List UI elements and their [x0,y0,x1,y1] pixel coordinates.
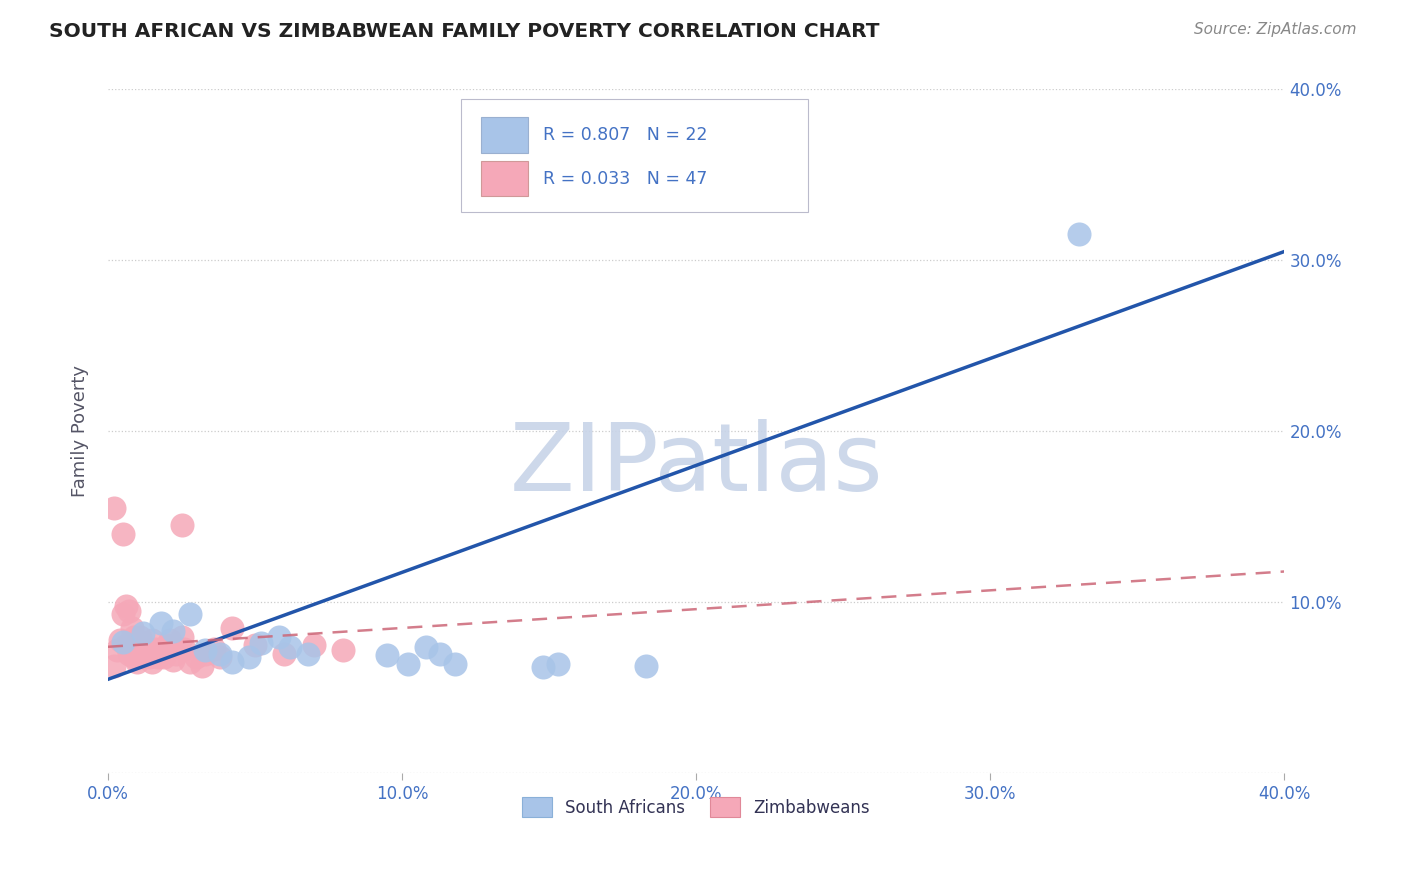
Point [429,647,451,661]
FancyBboxPatch shape [461,99,808,212]
Point [221,655,243,669]
Point [117,604,139,618]
Text: R = 0.807   N = 22: R = 0.807 N = 22 [543,126,707,144]
Point [129,630,152,644]
Point [108,632,131,647]
Point [278,640,301,654]
Point [302,638,325,652]
Text: Source: ZipAtlas.com: Source: ZipAtlas.com [1194,22,1357,37]
Point [377,648,399,663]
Point [149,643,172,657]
Point [332,643,354,657]
Point [162,624,184,639]
Point [114,599,136,613]
Point [132,626,155,640]
Y-axis label: Family Poverty: Family Poverty [72,365,89,497]
Point [143,641,166,656]
Point [103,501,125,516]
Point [547,657,569,671]
Point [153,650,176,665]
Point [250,636,273,650]
Point [127,636,149,650]
Point [111,526,134,541]
Point [132,650,155,665]
Point [636,658,658,673]
Point [186,650,208,665]
Point [141,632,163,647]
Point [111,607,134,622]
Point [444,657,467,671]
Point [129,643,152,657]
Point [396,657,419,671]
Point [179,607,201,622]
Text: R = 0.033   N = 47: R = 0.033 N = 47 [543,169,707,187]
Point [297,647,319,661]
Point [124,650,146,665]
Point [179,655,201,669]
Legend: South Africans, Zimbabweans: South Africans, Zimbabweans [516,790,877,823]
Point [121,643,143,657]
Point [156,638,179,652]
Point [531,660,554,674]
Point [165,647,187,661]
Point [243,638,266,652]
Point [132,638,155,652]
Point [114,638,136,652]
Bar [481,161,529,196]
Point [202,641,225,656]
Point [149,615,172,630]
Point [127,655,149,669]
Point [194,647,217,661]
Point [135,643,157,657]
Point [170,630,193,644]
Bar [481,117,529,153]
Point [105,643,128,657]
Point [162,653,184,667]
Point [170,518,193,533]
Point [208,650,231,665]
Point [415,640,437,654]
Point [138,650,160,665]
Point [141,655,163,669]
Point [159,632,181,647]
Point [111,634,134,648]
Point [103,658,125,673]
Point [135,647,157,661]
Point [121,621,143,635]
Point [267,630,290,644]
Point [117,647,139,661]
Text: ZIPatlas: ZIPatlas [509,419,883,511]
Point [273,647,295,661]
Point [173,641,195,656]
Point [1067,227,1090,242]
Point [124,630,146,644]
Point [194,643,217,657]
Text: SOUTH AFRICAN VS ZIMBABWEAN FAMILY POVERTY CORRELATION CHART: SOUTH AFRICAN VS ZIMBABWEAN FAMILY POVER… [49,22,880,41]
Point [191,658,214,673]
Point [238,650,260,665]
Point [221,621,243,635]
Point [208,647,231,661]
Point [146,650,169,665]
